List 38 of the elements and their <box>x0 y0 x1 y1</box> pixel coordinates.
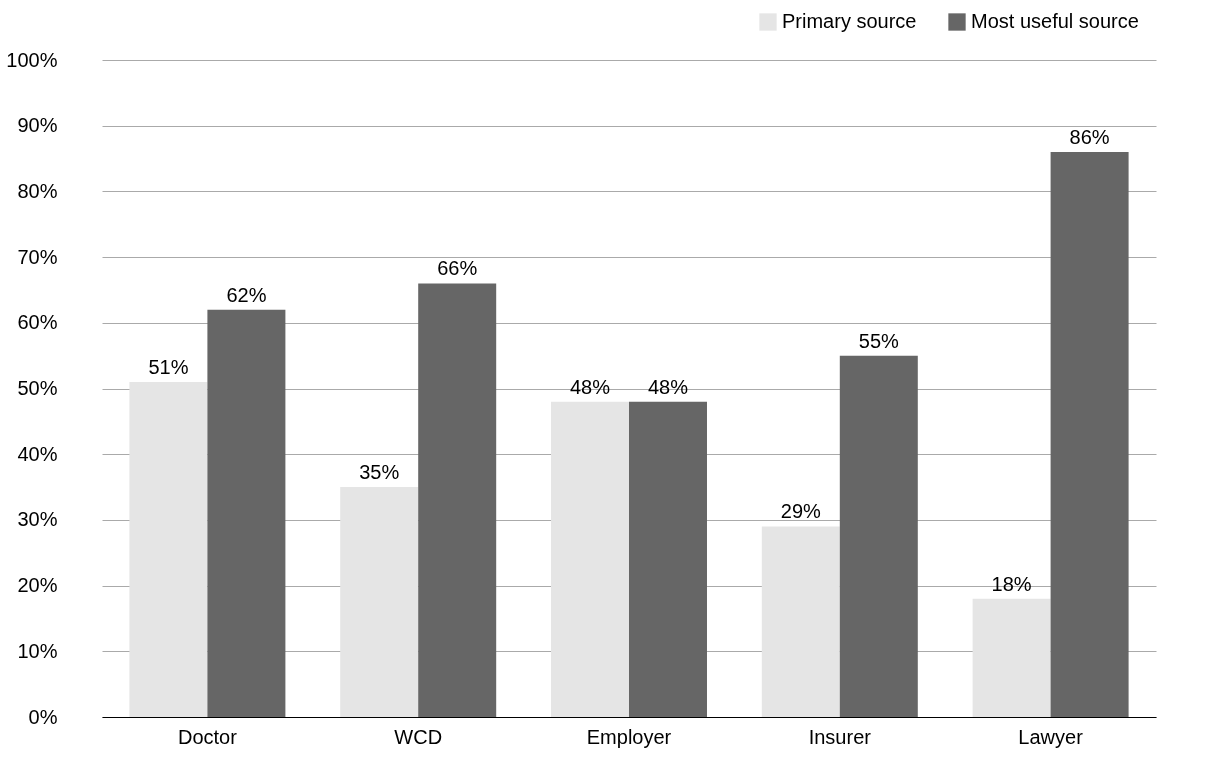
x-tick-label: WCD <box>394 725 443 748</box>
x-tick-label: Insurer <box>808 725 872 748</box>
y-tick-label: 70% <box>17 245 58 268</box>
bar <box>761 526 840 717</box>
y-tick-label: 90% <box>17 114 58 137</box>
x-tick-label: Doctor <box>177 725 238 748</box>
bar <box>129 381 208 717</box>
y-tick-label: 80% <box>17 179 58 202</box>
bar <box>1050 151 1129 717</box>
x-tick-label: Employer <box>586 725 672 748</box>
y-tick-label: 50% <box>17 377 58 399</box>
data-label: 51% <box>148 355 189 378</box>
y-tick-label: 30% <box>17 508 58 531</box>
bar <box>839 355 918 717</box>
y-tick-label: 60% <box>17 311 58 334</box>
data-label: 29% <box>780 500 822 523</box>
data-label: 48% <box>647 375 689 398</box>
legend-label: Most useful source <box>971 10 1139 32</box>
y-tick-label: 100% <box>6 48 58 71</box>
bar <box>629 401 707 717</box>
data-label: 66% <box>437 257 478 280</box>
legend-label: Primary source <box>782 10 917 32</box>
y-tick-label: 0% <box>28 705 58 728</box>
data-label: 35% <box>359 461 400 484</box>
data-label: 48% <box>569 375 611 398</box>
x-tick-label: Lawyer <box>1018 725 1084 748</box>
y-tick-label: 20% <box>17 574 58 597</box>
bar <box>207 309 286 717</box>
data-label: 62% <box>226 283 267 306</box>
bar <box>972 598 1051 717</box>
data-label: 55% <box>858 329 900 352</box>
bar <box>551 401 629 717</box>
bar <box>418 283 497 717</box>
y-tick-label: 40% <box>17 442 58 465</box>
bar <box>340 487 419 717</box>
y-tick-label: 10% <box>17 639 58 662</box>
data-label: 86% <box>1069 125 1110 148</box>
data-label: 18% <box>991 572 1032 595</box>
